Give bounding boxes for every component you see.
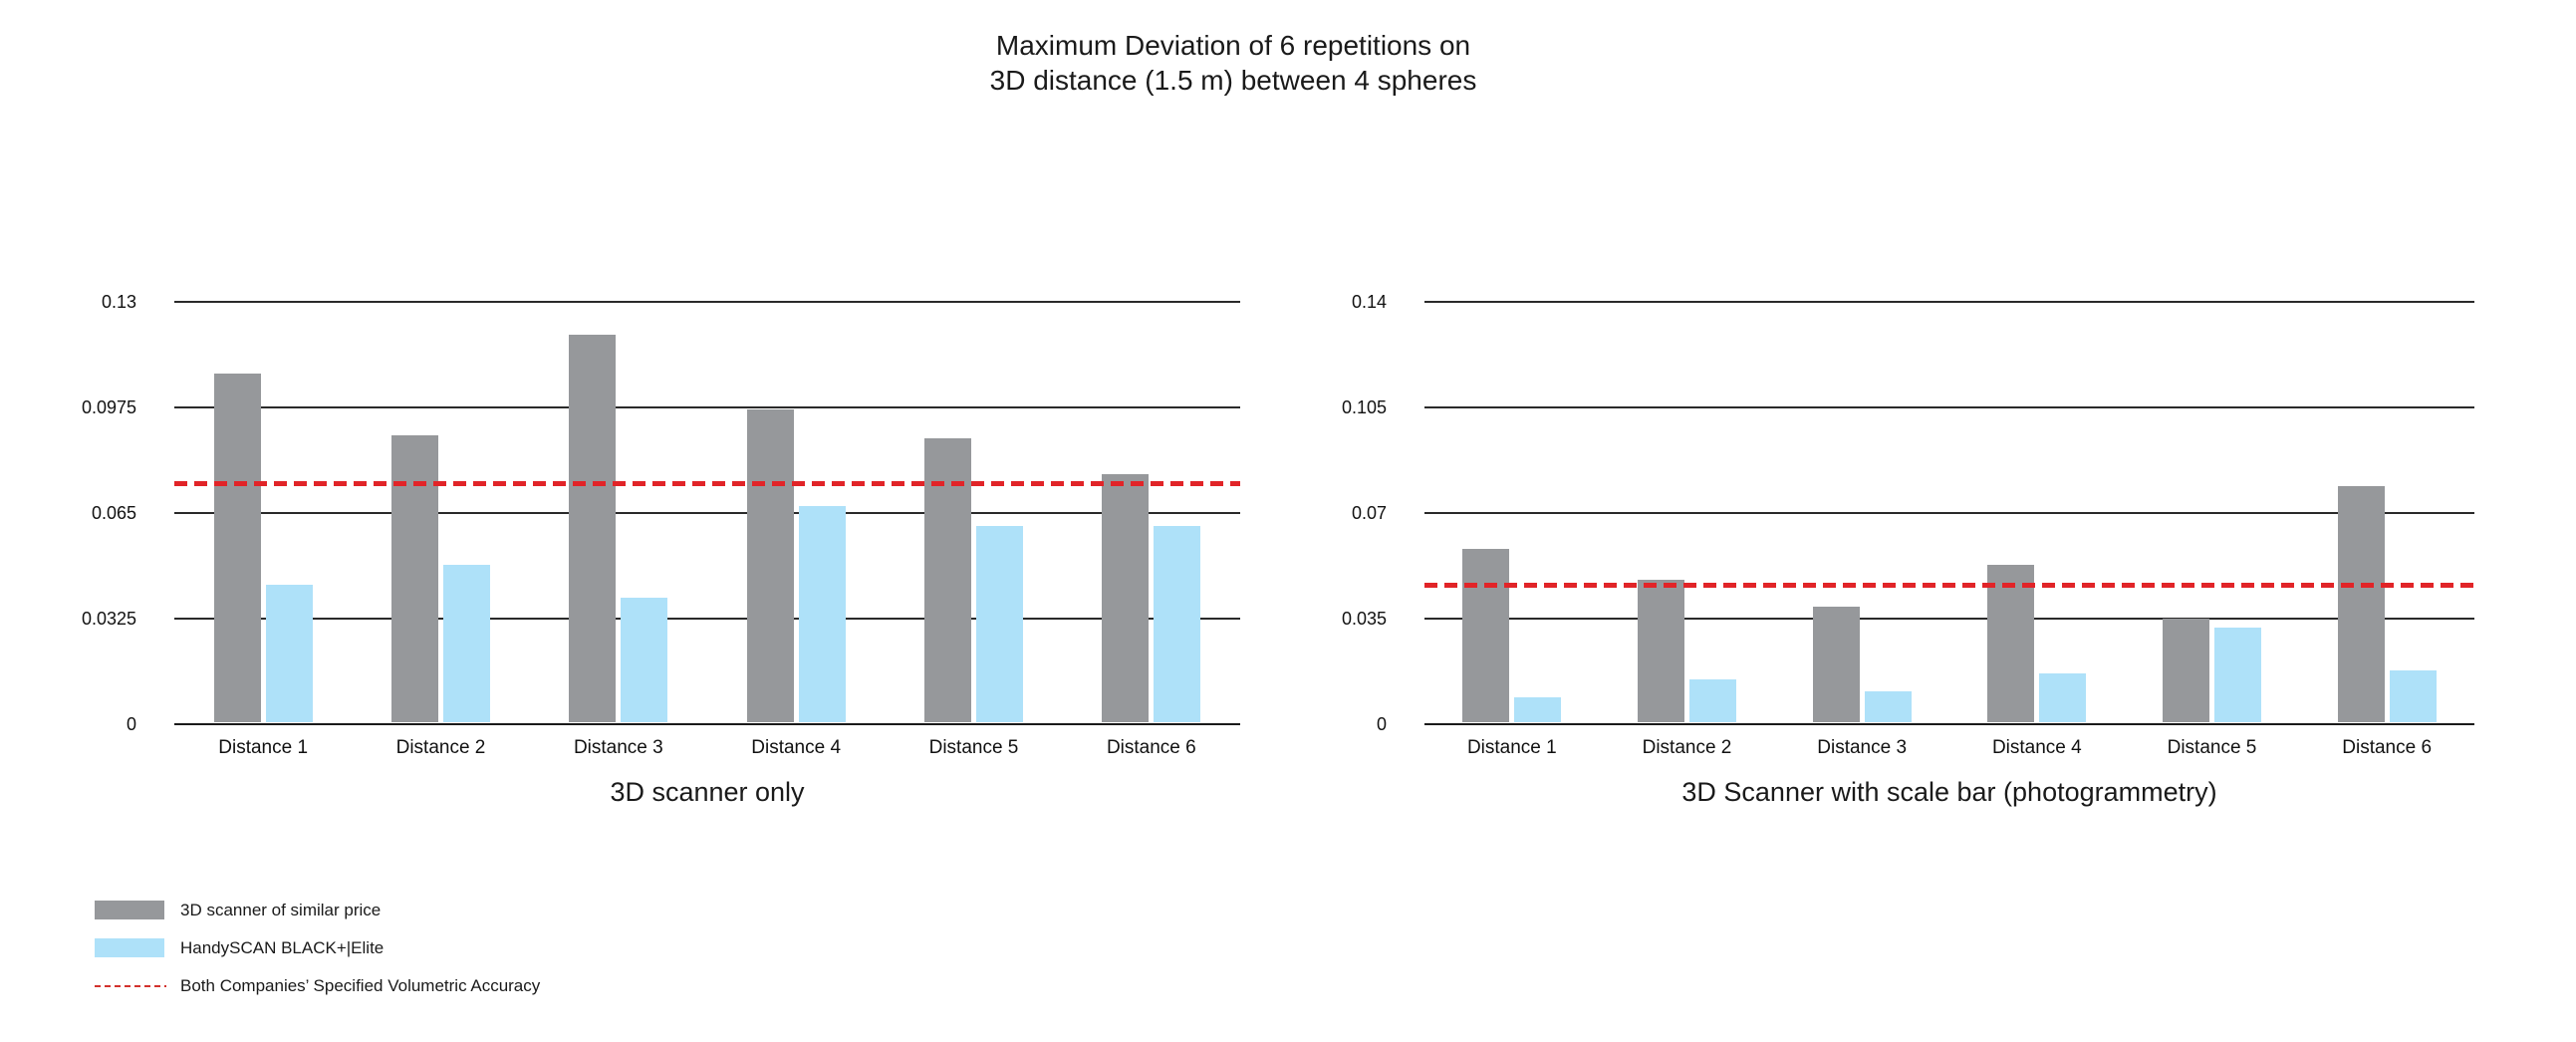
y-tick-label: 0.13 xyxy=(101,292,136,312)
bar-handyscan xyxy=(2214,628,2261,722)
gridline xyxy=(174,406,1240,408)
y-tick-label: 0.065 xyxy=(91,503,136,523)
bar-similar-price xyxy=(2163,619,2209,722)
x-tick-label: Distance 5 xyxy=(2167,737,2257,758)
gridline xyxy=(1424,301,2474,303)
x-tick-label: Distance 2 xyxy=(395,737,486,758)
legend-item-similar-price: 3D scanner of similar price xyxy=(95,901,540,919)
y-tick-label: 0 xyxy=(126,714,136,734)
plot-area-left: 0 0.0325 0.065 0.0975 0.13 Distance 1 Distance… xyxy=(82,292,1240,758)
y-tick-label: 0.14 xyxy=(1351,292,1387,312)
bar-handyscan xyxy=(265,584,313,722)
bar-similar-price xyxy=(213,373,261,722)
legend-label: HandySCAN BLACK+|Elite xyxy=(180,937,385,957)
gridline xyxy=(1424,618,2474,620)
bar-handyscan xyxy=(2039,672,2087,722)
gridline xyxy=(174,301,1240,303)
x-tick-label: Distance 6 xyxy=(2342,737,2433,758)
bar-similar-price xyxy=(1102,473,1150,722)
reference-line-volumetric-accuracy xyxy=(174,481,1240,487)
bar-similar-price xyxy=(391,434,438,722)
y-tick-label: 0.105 xyxy=(1341,397,1387,417)
chart-subtitle-left: 3D scanner only xyxy=(610,777,805,807)
bar-handyscan xyxy=(1514,696,1562,722)
bar-similar-price xyxy=(1812,606,1860,722)
y-tick-label: 0.035 xyxy=(1341,609,1387,629)
bar-similar-price xyxy=(2337,485,2385,722)
red-dashed-line-icon xyxy=(95,984,166,987)
x-tick-label: Distance 6 xyxy=(1106,737,1196,758)
bar-handyscan xyxy=(2389,669,2437,722)
bar-handyscan xyxy=(1689,678,1736,722)
x-axis-line xyxy=(174,723,1240,725)
x-tick-label: Distance 2 xyxy=(1642,737,1732,758)
legend-label: 3D scanner of similar price xyxy=(180,900,382,919)
bar-similar-price xyxy=(1638,579,1684,722)
legend: 3D scanner of similar price HandySCAN BL… xyxy=(95,901,540,1014)
chart-title: Maximum Deviation of 6 repetitions on 3D… xyxy=(237,28,2229,98)
blue-swatch-icon xyxy=(95,938,164,957)
y-tick-label: 0.07 xyxy=(1351,503,1387,523)
gridline xyxy=(1424,406,2474,408)
chart-title-line1: Maximum Deviation of 6 repetitions on xyxy=(995,30,1471,61)
gridline xyxy=(174,618,1240,620)
x-tick-label: Distance 1 xyxy=(218,737,309,758)
chart-subtitle-right: 3D Scanner with scale bar (photogrammetr… xyxy=(1681,777,2217,807)
y-tick-label: 0 xyxy=(1376,714,1387,734)
legend-item-volumetric-accuracy: Both Companies’ Specified Volumetric Acc… xyxy=(95,976,540,995)
bar-handyscan xyxy=(1154,526,1201,722)
bar-handyscan xyxy=(443,565,490,722)
bar-similar-price xyxy=(1462,549,1510,722)
x-tick-label: Distance 4 xyxy=(751,737,842,758)
bar-similar-price xyxy=(569,334,617,722)
legend-label: Both Companies’ Specified Volumetric Acc… xyxy=(180,975,541,995)
chart-title-line2: 3D distance (1.5 m) between 4 spheres xyxy=(989,65,1477,96)
x-tick-label: Distance 3 xyxy=(1817,737,1908,758)
bar-handyscan xyxy=(621,597,668,722)
gridline xyxy=(1424,512,2474,514)
bar-handyscan xyxy=(976,526,1023,722)
legend-item-handyscan: HandySCAN BLACK+|Elite xyxy=(95,938,540,957)
plot-area-right: 0 0.035 0.07 0.105 0.14 Distance 1 Distance 2 D… xyxy=(1342,292,2474,758)
bar-handyscan xyxy=(1864,690,1912,722)
x-tick-label: Distance 5 xyxy=(928,737,1019,758)
bar-similar-price xyxy=(746,408,794,722)
bar-handyscan xyxy=(798,506,846,722)
x-tick-label: Distance 3 xyxy=(573,737,663,758)
y-tick-label: 0.0975 xyxy=(81,397,136,417)
x-tick-label: Distance 1 xyxy=(1466,737,1557,758)
bar-similar-price xyxy=(1987,564,2035,722)
gray-swatch-icon xyxy=(95,901,164,919)
x-axis-line xyxy=(1424,723,2474,725)
x-tick-label: Distance 4 xyxy=(1991,737,2082,758)
y-tick-label: 0.0325 xyxy=(81,609,136,629)
reference-line-volumetric-accuracy xyxy=(1424,583,2474,589)
gridline xyxy=(174,512,1240,514)
